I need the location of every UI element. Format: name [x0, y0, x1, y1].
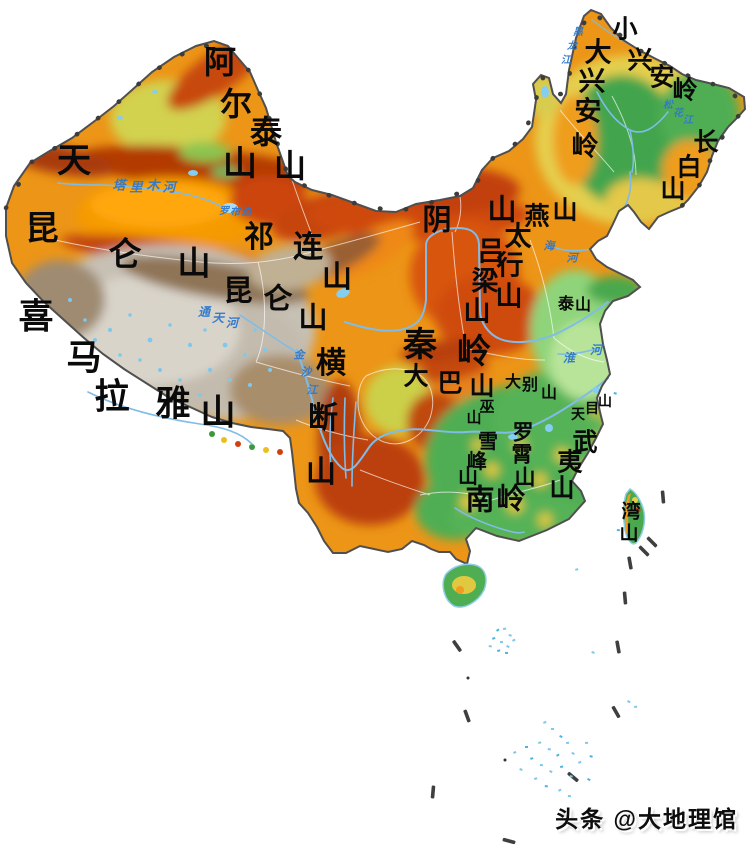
lakes: [68, 86, 600, 440]
island-speck: [519, 768, 523, 772]
nine-dash-segment: [646, 536, 658, 548]
island-speck: [616, 529, 620, 532]
island-speck: [550, 728, 554, 731]
island-speck: [508, 634, 512, 637]
nine-dash-segment: [611, 705, 621, 719]
island-speck: [557, 788, 562, 792]
island-speck: [575, 568, 579, 571]
nine-dash-segment: [627, 556, 633, 570]
nine-dash-segment: [502, 837, 516, 845]
island-speck: [538, 741, 542, 744]
island-speck: [565, 741, 570, 744]
nine-dash-segment: [660, 490, 666, 504]
island-speck: [571, 751, 575, 755]
island-speck: [587, 777, 591, 782]
nine-dash-segment: [567, 771, 579, 783]
island-speck: [543, 720, 547, 724]
south-china-sea-features: [430, 392, 666, 845]
island-speck: [559, 735, 563, 739]
island-speck: [633, 705, 638, 708]
island-speck: [591, 650, 595, 654]
island-speck: [488, 645, 492, 648]
island-speck: [506, 644, 510, 649]
island-speck: [549, 769, 553, 774]
nine-dash-segment: [452, 640, 462, 652]
nine-dash-segment: [430, 785, 436, 799]
island-speck: [496, 628, 500, 632]
island-speck: [547, 748, 551, 751]
island-speck: [512, 638, 516, 642]
island-speck: [585, 741, 589, 744]
island-speck: [589, 754, 593, 758]
island-speck: [530, 757, 534, 760]
small-island-dot: [503, 758, 507, 762]
watermark: 头条 @大地理馆: [555, 806, 738, 832]
island-speck: [569, 774, 573, 778]
island-speck: [492, 636, 496, 640]
island-speck: [556, 753, 560, 757]
island-speck: [560, 765, 564, 768]
nine-dash-segment: [463, 709, 471, 723]
island-speck: [502, 627, 507, 630]
island-speck: [567, 795, 571, 798]
island-speck: [627, 700, 631, 704]
island-speck: [578, 760, 582, 764]
island-speck: [613, 392, 617, 395]
nine-dash-segment: [638, 545, 650, 557]
island-speck: [497, 649, 501, 652]
island-speck: [544, 785, 548, 788]
island-speck: [504, 651, 509, 654]
island-speck: [499, 640, 503, 644]
island-speck: [539, 764, 543, 767]
island-speck: [513, 751, 517, 754]
taiwan-island: [622, 488, 646, 545]
island-speck: [534, 777, 538, 780]
nine-dash-segment: [615, 640, 621, 654]
himalaya-fringe: [209, 431, 283, 455]
national-border: [3, 6, 748, 566]
island-speck: [525, 746, 528, 748]
nine-dash-segment: [622, 591, 628, 605]
hainan-island: [442, 563, 487, 608]
small-island-dot: [466, 676, 470, 680]
